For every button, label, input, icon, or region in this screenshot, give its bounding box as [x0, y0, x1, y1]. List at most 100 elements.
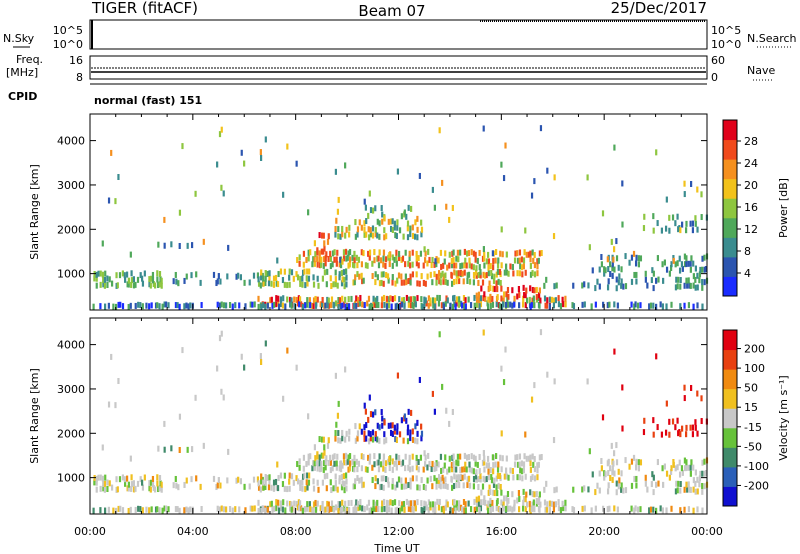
- colorbar-swatch: [723, 388, 737, 409]
- power-cell: [665, 266, 669, 273]
- velocity-cell: [334, 504, 338, 511]
- power-cell: [416, 234, 419, 241]
- power-cell: [475, 265, 478, 272]
- velocity-cell: [545, 506, 549, 513]
- velocity-cell: [438, 474, 441, 481]
- velocity-cell: [322, 452, 325, 459]
- velocity-cell: [178, 507, 181, 514]
- power-cell: [479, 301, 483, 308]
- velocity-cell: [330, 487, 333, 494]
- velocity-cell: [613, 505, 616, 512]
- velocity-cell: [475, 496, 478, 503]
- power-cell: [511, 264, 515, 271]
- power-cell: [455, 278, 458, 285]
- velocity-cell: [453, 466, 456, 473]
- power-cell: [373, 257, 376, 264]
- velocity-cell: [353, 483, 356, 490]
- velocity-cell: [365, 435, 368, 442]
- power-cell: [499, 279, 502, 286]
- velocity-cell: [396, 506, 399, 513]
- power-cell: [264, 136, 267, 143]
- power-cell: [391, 279, 394, 286]
- velocity-cell: [345, 472, 348, 479]
- velocity-cell: [289, 505, 292, 512]
- power-cell: [411, 249, 414, 256]
- power-cell: [692, 273, 695, 280]
- velocity-cell: [260, 478, 263, 485]
- power-cell: [621, 221, 624, 228]
- power-cell: [136, 276, 140, 283]
- velocity-cell: [691, 424, 695, 431]
- power-cell: [107, 197, 111, 204]
- power-cell: [656, 255, 660, 262]
- power-cell: [367, 250, 370, 257]
- power-cell: [440, 263, 443, 270]
- velocity-cell: [696, 506, 699, 513]
- velocity-cell: [339, 437, 342, 444]
- power-cell: [690, 180, 693, 187]
- power-cell: [341, 231, 344, 238]
- velocity-cell: [355, 506, 358, 513]
- velocity-cell: [377, 506, 380, 513]
- power-cell: [679, 303, 682, 310]
- velocity-cell: [678, 471, 682, 478]
- velocity-cell: [296, 478, 300, 485]
- colorbar-swatch: [723, 120, 737, 141]
- power-cell: [284, 303, 287, 310]
- power-cell: [545, 276, 548, 283]
- velocity-cell: [185, 477, 188, 484]
- velocity-cell: [675, 480, 678, 487]
- velocity-cell: [408, 454, 411, 461]
- velocity-cell: [694, 488, 697, 495]
- velocity-cell: [371, 429, 375, 436]
- power-cell: [360, 261, 364, 268]
- power-cell: [538, 302, 541, 309]
- velocity-cell: [395, 464, 398, 471]
- velocity-cell: [416, 499, 419, 506]
- velocity-cell: [346, 458, 349, 465]
- power-cell: [502, 175, 506, 182]
- power-cell: [395, 260, 398, 267]
- power-cell: [362, 250, 365, 257]
- power-cell: [679, 277, 682, 284]
- power-cell: [395, 249, 398, 256]
- power-cell: [338, 274, 341, 281]
- power-cell: [506, 301, 510, 308]
- velocity-cell: [607, 482, 610, 489]
- velocity-cell: [279, 500, 283, 507]
- power-cell: [516, 293, 519, 300]
- velocity-cell: [448, 420, 451, 427]
- velocity-cell: [518, 506, 521, 513]
- velocity-cell: [134, 506, 137, 513]
- power-cell: [639, 302, 642, 309]
- velocity-cell: [659, 505, 662, 512]
- power-cell: [429, 271, 432, 278]
- power-cell: [387, 302, 391, 309]
- power-cell: [348, 231, 351, 238]
- velocity-cell: [383, 438, 386, 445]
- velocity-cell: [701, 507, 704, 514]
- power-cell: [660, 227, 664, 234]
- velocity-cell: [469, 506, 473, 513]
- colorbar-swatch: [723, 447, 737, 468]
- power-cell: [163, 242, 166, 249]
- power-cell: [346, 303, 349, 310]
- velocity-cell: [327, 501, 330, 508]
- time-tick-label: 00:00: [691, 525, 723, 538]
- velocity-cell: [455, 474, 458, 481]
- velocity-cell: [231, 507, 234, 514]
- power-cell: [130, 270, 133, 277]
- y-tick-label: 4000: [57, 135, 85, 148]
- colorbar-tick-label: 20: [744, 179, 758, 192]
- velocity-cell: [382, 465, 385, 472]
- velocity-cell: [572, 486, 575, 493]
- power-cell: [572, 303, 576, 310]
- power-cell: [479, 272, 482, 279]
- velocity-cell: [363, 402, 366, 409]
- power-cell: [187, 303, 190, 310]
- velocity-cell: [687, 506, 691, 513]
- power-cell: [397, 272, 401, 279]
- velocity-cell: [430, 466, 433, 473]
- noise-tick-high: 10^5: [53, 24, 83, 37]
- velocity-cell: [163, 505, 166, 512]
